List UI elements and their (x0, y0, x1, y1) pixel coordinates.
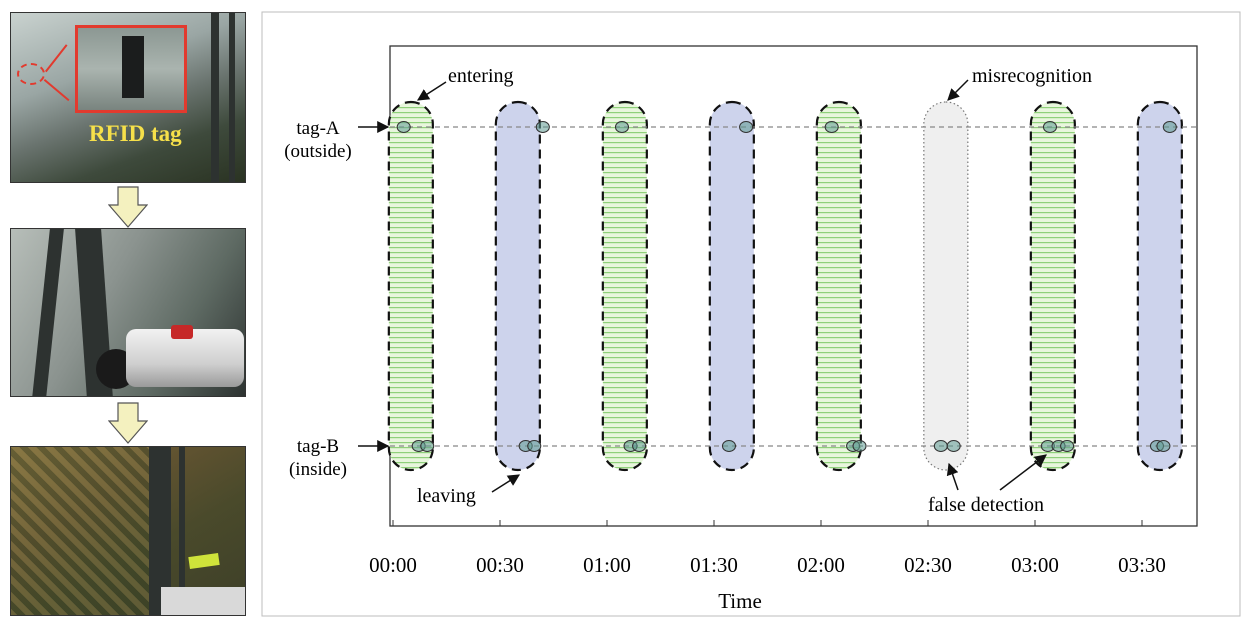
tag-b-detection (420, 439, 435, 453)
event-band-misrecognition (923, 101, 969, 471)
tag-a-detection (739, 120, 754, 134)
event-band-entering (387, 100, 434, 472)
vehicle-body (161, 587, 245, 615)
event-band-entering (1029, 100, 1076, 472)
tag-b-detection (933, 439, 948, 453)
x-tick-label: 00:00 (369, 553, 417, 577)
down-arrow-icon (108, 186, 148, 228)
annotation-arrow-leaving (491, 474, 521, 493)
row-label-tag-b: tag-B (297, 436, 339, 457)
rfid-tag-image (122, 36, 144, 98)
x-axis-label: Time (718, 589, 762, 613)
greenhouse-frame (211, 13, 219, 182)
tag-b-detection (1060, 439, 1075, 453)
row-label-tag-b-sub: (inside) (289, 459, 347, 480)
annotation-arrow-false-detection-1 (946, 462, 959, 491)
event-bands (387, 100, 1183, 472)
tag-a-detection (1162, 120, 1177, 134)
tag-detections (396, 120, 1177, 453)
greenhouse-frame (149, 447, 171, 615)
annotation-leaving: leaving (417, 485, 476, 507)
figure-frame (261, 11, 1241, 617)
vehicle-passing-photo (10, 228, 246, 397)
row-label-tag-a: tag-A (296, 118, 340, 139)
tag-b-detection (852, 439, 867, 453)
event-band-leaving (494, 100, 541, 472)
greenhouse-frame (229, 13, 235, 182)
event-band-entering (601, 100, 648, 472)
rfid-tag-zoom-inset (75, 25, 187, 113)
annotation-arrow-entering (416, 81, 447, 101)
down-arrow-icon (108, 402, 148, 444)
annotation-entering: entering (448, 65, 514, 87)
tag-a-detection (824, 120, 839, 134)
x-tick-label: 02:00 (797, 553, 845, 577)
tag-a-detection (1042, 120, 1058, 134)
x-tick-label: 01:00 (583, 553, 631, 577)
x-tick-label: 03:30 (1118, 553, 1166, 577)
x-tick-label: 03:00 (1011, 553, 1059, 577)
event-band-entering (815, 100, 862, 472)
rfid-tag-photo: RFID tag (10, 12, 246, 183)
tag-b-detection (721, 439, 737, 453)
event-band-leaving (708, 100, 755, 472)
ground-leaves (11, 447, 161, 615)
annotation-arrow-false-detection-2 (999, 454, 1047, 491)
tag-b-detection (946, 439, 961, 453)
tag-a-detection (535, 120, 550, 134)
tag-b-detection (632, 439, 647, 453)
tag-b-detection (1156, 439, 1171, 453)
event-band-leaving (1136, 100, 1183, 472)
vehicle-light (171, 325, 193, 339)
tag-location-marker (17, 63, 45, 85)
tag-a-detection (614, 120, 630, 134)
x-ticks: 00:00 00:30 01:00 01:30 02:00 02:30 03:00 03:30 (369, 520, 1166, 577)
annotation-misrecognition: misrecognition (972, 65, 1092, 87)
vehicle-inside-photo (10, 446, 246, 616)
x-tick-label: 01:30 (690, 553, 738, 577)
tag-b-detection (527, 439, 542, 453)
x-tick-label: 02:30 (904, 553, 952, 577)
annotation-arrow-misrecognition (947, 79, 969, 101)
row-label-tag-a-sub: (outside) (284, 141, 352, 162)
annotation-false-detection: false detection (928, 494, 1044, 516)
x-tick-label: 00:30 (476, 553, 524, 577)
greenhouse-frame (179, 447, 185, 615)
rfid-tag-label: RFID tag (89, 121, 182, 146)
tag-a-detection (396, 120, 411, 134)
